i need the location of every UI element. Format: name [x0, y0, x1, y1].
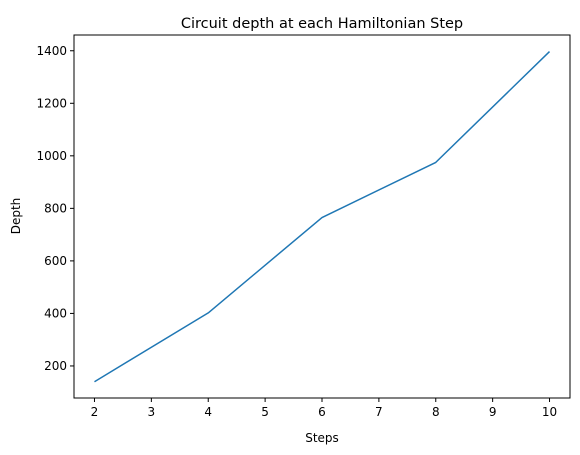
- x-tick-label: 8: [432, 405, 440, 419]
- y-tick-label: 600: [44, 254, 67, 268]
- x-axis-label: Steps: [305, 431, 339, 445]
- y-axis-label: Depth: [9, 198, 23, 235]
- x-tick-label: 9: [489, 405, 497, 419]
- x-tick-label: 4: [204, 405, 212, 419]
- x-tick-label: 5: [261, 405, 269, 419]
- x-tick-label: 6: [318, 405, 326, 419]
- series-line: [94, 51, 551, 383]
- x-tick-label: 3: [148, 405, 156, 419]
- y-tick-label: 1000: [36, 149, 67, 163]
- x-axis: 2 3 4 5 6 7 8 9 10: [91, 398, 557, 419]
- x-tick-label: 10: [542, 405, 557, 419]
- x-tick-label: 7: [375, 405, 383, 419]
- y-tick-label: 800: [44, 201, 67, 215]
- x-tick-label: 2: [91, 405, 99, 419]
- y-axis: 200 400 600 800 1000 1200 1400: [36, 44, 74, 373]
- chart-title: Circuit depth at each Hamiltonian Step: [181, 16, 463, 32]
- y-tick-label: 400: [44, 306, 67, 320]
- y-tick-label: 200: [44, 359, 67, 373]
- y-tick-label: 1400: [36, 44, 67, 58]
- plot-area: [94, 51, 551, 383]
- y-tick-label: 1200: [36, 96, 67, 110]
